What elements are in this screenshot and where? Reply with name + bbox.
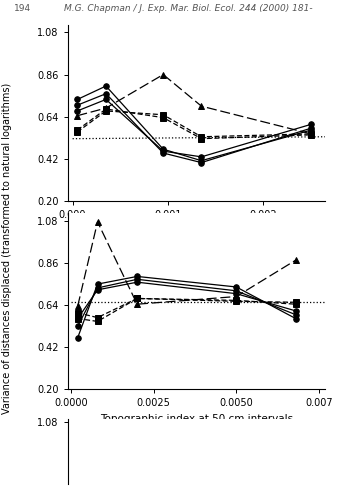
Text: Variance of distances displaced (transformed to natural logarithms): Variance of distances displaced (transfo… bbox=[2, 82, 12, 414]
X-axis label: Topographic index at 50 cm intervals: Topographic index at 50 cm intervals bbox=[100, 414, 293, 424]
Text: M.G. Chapman / J. Exp. Mar. Biol. Ecol. 244 (2000) 181-: M.G. Chapman / J. Exp. Mar. Biol. Ecol. … bbox=[64, 4, 313, 13]
Text: 194: 194 bbox=[14, 4, 31, 13]
X-axis label: Topographic index at 1 m intervals: Topographic index at 1 m intervals bbox=[106, 226, 287, 236]
